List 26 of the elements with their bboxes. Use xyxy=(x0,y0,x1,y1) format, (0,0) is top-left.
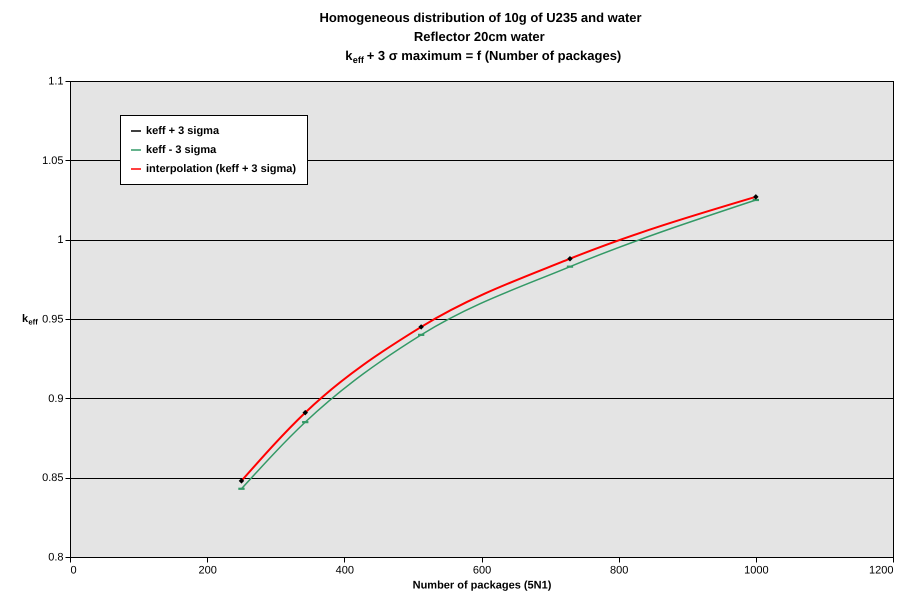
point xyxy=(567,256,573,262)
text: Homogeneous distribution of 10g of U235 and water xyxy=(319,10,642,25)
legend-label: keff - 3 sigma xyxy=(146,144,218,156)
y-tick-label: 0.85 xyxy=(42,472,64,484)
y-tick-label: 0.9 xyxy=(48,392,64,405)
text: + 3 σ maximum = f (Number of packages) xyxy=(366,48,622,63)
point xyxy=(418,324,424,330)
x-tick-label: 200 xyxy=(198,564,217,576)
y-tick-label: 0.95 xyxy=(42,314,64,326)
y-tick-label: 1.05 xyxy=(42,154,64,167)
y-tick-label: 0.8 xyxy=(48,552,64,564)
point xyxy=(238,478,244,484)
y-tick-label: 1.1 xyxy=(48,76,64,88)
x-axis-title: Number of packages (5N1) xyxy=(412,580,552,592)
legend-label: keff + 3 sigma xyxy=(146,125,220,137)
x-tick-label: 0 xyxy=(70,564,77,576)
x-tick-label: 600 xyxy=(472,564,492,576)
x-tick-label: 400 xyxy=(336,564,354,576)
legend-label: interpolation (keff + 3 sigma) xyxy=(146,163,296,175)
x-tick-label: 1000 xyxy=(744,564,769,576)
x-tick-label: 1200 xyxy=(869,564,894,576)
point xyxy=(753,194,759,200)
point xyxy=(302,410,308,416)
y-tick-label: 1 xyxy=(57,234,64,246)
text: Reflector 20cm water xyxy=(414,29,545,44)
x-tick-label: 800 xyxy=(610,564,628,576)
